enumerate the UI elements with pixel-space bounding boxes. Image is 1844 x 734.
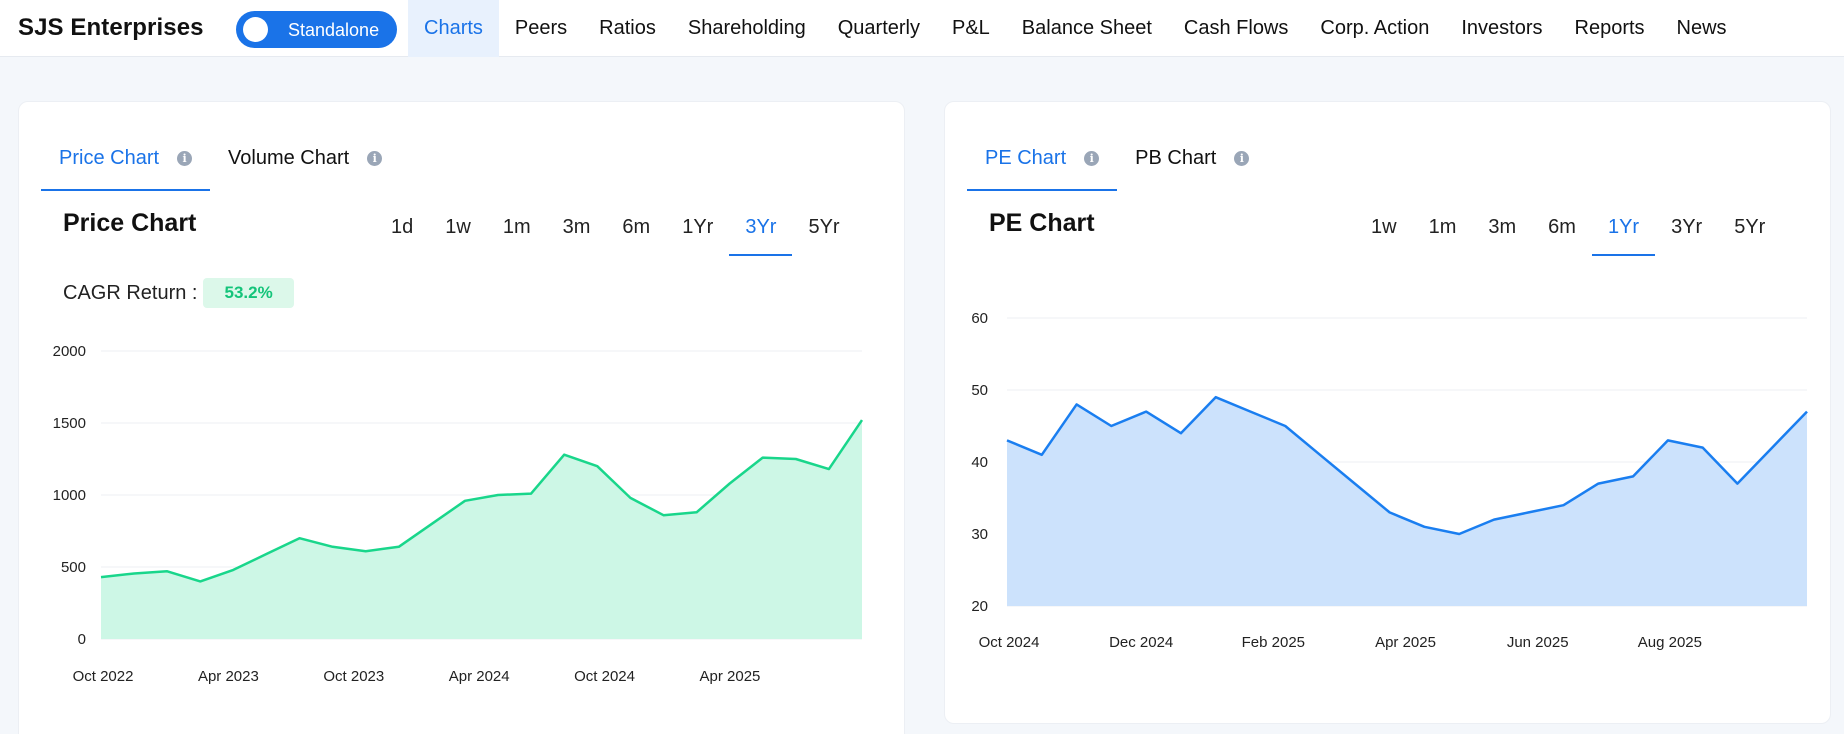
pe-chart-title: PE Chart <box>989 209 1095 237</box>
pe-range-1yr[interactable]: 1Yr <box>1591 212 1656 256</box>
price-x-tick-label: Oct 2023 <box>323 668 384 685</box>
tab-pe-chart[interactable]: PE Chart i <box>967 138 1118 191</box>
nav-shareholding[interactable]: Shareholding <box>687 17 806 39</box>
price-range-5yr[interactable]: 5Yr <box>808 216 840 238</box>
tab-volume-chart[interactable]: Volume Chart i <box>210 138 400 191</box>
price-y-tick-label: 0 <box>78 631 86 648</box>
pe-range-selector: 1w 1m 3m 6m 1Yr 3Yr 5Yr <box>1355 212 1781 256</box>
pe-range-1m[interactable]: 1m <box>1428 216 1457 238</box>
price-area-fill <box>101 420 862 639</box>
nav-corp-action[interactable]: Corp. Action <box>1320 17 1430 39</box>
nav-ratios[interactable]: Ratios <box>599 17 656 39</box>
pe-area-fill <box>1007 397 1807 606</box>
price-y-tick-label: 500 <box>61 559 86 576</box>
pe-x-tick-label: Aug 2025 <box>1638 634 1702 651</box>
price-y-tick-label: 1000 <box>53 487 86 504</box>
price-range-1yr[interactable]: 1Yr <box>682 216 714 238</box>
price-x-tick-label: Apr 2023 <box>198 668 259 685</box>
price-range-6m[interactable]: 6m <box>622 216 651 238</box>
pe-x-tick-label: Apr 2025 <box>1375 634 1436 651</box>
nav-balance-sheet[interactable]: Balance Sheet <box>1021 17 1152 39</box>
tab-price-chart[interactable]: Price Chart i <box>41 138 211 191</box>
tab-price-chart-label: Price Chart <box>59 147 160 169</box>
tab-pb-chart[interactable]: PB Chart i <box>1117 138 1267 191</box>
cagr-return: CAGR Return : 53.2% <box>63 278 294 308</box>
pe-y-tick-label: 20 <box>971 598 988 615</box>
pe-y-tick-label: 40 <box>971 454 988 471</box>
price-range-1w[interactable]: 1w <box>445 216 471 238</box>
pe-x-tick-label: Oct 2024 <box>979 634 1040 651</box>
pe-series-line <box>1006 395 1808 536</box>
nav-news[interactable]: News <box>1676 17 1727 39</box>
company-name: SJS Enterprises <box>18 14 204 41</box>
standalone-toggle[interactable]: Standalone <box>236 11 397 48</box>
nav-cash-flows[interactable]: Cash Flows <box>1183 17 1289 39</box>
price-range-1m[interactable]: 1m <box>502 216 531 238</box>
pe-y-tick-label: 60 <box>971 310 988 327</box>
price-range-1d[interactable]: 1d <box>391 216 414 238</box>
pe-y-tick-label: 50 <box>971 382 988 399</box>
toggle-label: Standalone <box>288 20 380 40</box>
pe-y-tick-label: 30 <box>971 526 988 543</box>
price-x-tick-label: Oct 2024 <box>574 668 635 685</box>
info-icon[interactable]: i <box>177 151 193 166</box>
toggle-knob <box>243 17 268 42</box>
price-y-tick-label: 2000 <box>53 343 86 360</box>
price-chart-card: Price Chart i Volume Chart i Price Chart… <box>18 101 905 734</box>
price-chart-tabs: Price Chart i Volume Chart i <box>41 138 400 191</box>
section-nav: Charts Peers Ratios Shareholding Quarter… <box>408 0 1743 57</box>
pe-x-tick-label: Feb 2025 <box>1242 634 1305 651</box>
pe-range-3m[interactable]: 3m <box>1488 216 1517 238</box>
nav-reports[interactable]: Reports <box>1574 17 1645 39</box>
price-range-3m[interactable]: 3m <box>562 216 591 238</box>
price-x-tick-label: Apr 2024 <box>449 668 510 685</box>
pe-chart-card: PE Chart i PB Chart i PE Chart 1w 1m 3m 6m 1… <box>944 101 1831 724</box>
nav-quarterly[interactable]: Quarterly <box>837 17 920 39</box>
tab-volume-chart-label: Volume Chart <box>228 147 350 169</box>
pe-range-5yr[interactable]: 5Yr <box>1734 216 1766 238</box>
pe-x-tick-label: Dec 2024 <box>1109 634 1173 651</box>
nav-investors[interactable]: Investors <box>1461 17 1543 39</box>
price-chart-plot[interactable]: 0 500 1000 1500 2000 Oct 2022 Apr 2023 Oct 2023… <box>19 102 904 734</box>
info-icon[interactable]: i <box>1234 151 1250 166</box>
nav-pnl[interactable]: P&L <box>951 17 990 39</box>
price-y-tick-label: 1500 <box>53 415 86 432</box>
info-icon[interactable]: i <box>367 151 383 166</box>
info-icon[interactable]: i <box>1084 151 1100 166</box>
tab-pb-chart-label: PB Chart <box>1135 147 1217 169</box>
price-series-line <box>100 419 864 583</box>
pe-range-6m[interactable]: 6m <box>1548 216 1576 238</box>
price-range-3yr[interactable]: 3Yr <box>729 212 793 256</box>
price-range-selector: 1d 1w 1m 3m 6m 1Yr 3Yr 5Yr <box>375 212 856 256</box>
pe-range-1w[interactable]: 1w <box>1371 216 1397 238</box>
nav-charts[interactable]: Charts <box>408 0 499 57</box>
price-x-tick-label: Apr 2025 <box>700 668 761 685</box>
tab-pe-chart-label: PE Chart <box>985 147 1067 169</box>
pe-x-tick-label: Jun 2025 <box>1507 634 1569 651</box>
pe-chart-tabs: PE Chart i PB Chart i <box>967 138 1267 191</box>
nav-peers[interactable]: Peers <box>514 17 568 39</box>
price-chart-title: Price Chart <box>63 209 197 237</box>
price-x-tick-label: Oct 2022 <box>73 668 134 685</box>
cagr-value-badge: 53.2% <box>203 278 294 308</box>
cagr-label: CAGR Return : <box>63 281 198 304</box>
top-nav-bar: SJS Enterprises Standalone Charts Peers … <box>0 0 1844 57</box>
pe-range-3yr[interactable]: 3Yr <box>1671 216 1703 238</box>
pe-chart-plot[interactable]: 20 30 40 50 60 Oct 2024 Dec 2024 Feb 2025 Apr 20… <box>945 102 1830 722</box>
